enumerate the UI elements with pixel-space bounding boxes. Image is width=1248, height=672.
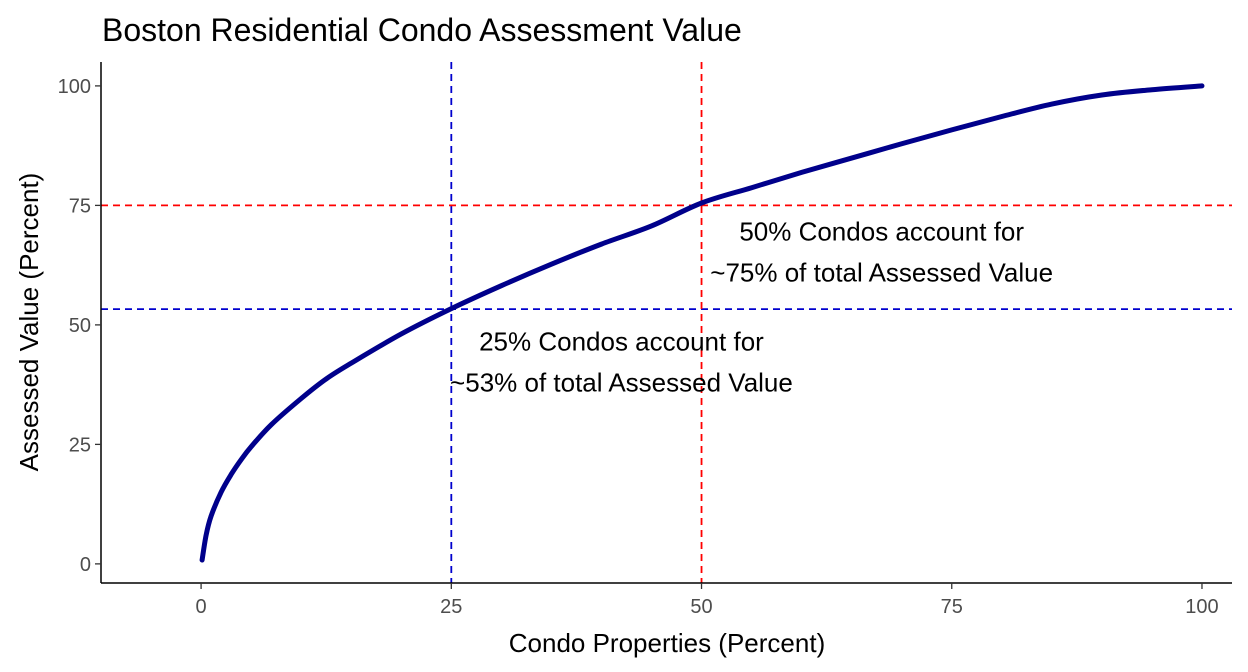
annotations: 50% Condos account for ~75% of total Asse… [450,217,1053,398]
y-tick-label: 25 [69,434,91,456]
y-tick-label: 0 [80,554,91,576]
x-ticks: 0 25 50 75 100 [196,583,1219,618]
y-ticks: 0 25 50 75 100 [58,76,101,576]
y-tick-label: 75 [69,195,91,217]
series-line [199,83,1205,563]
annotation-1-line-0: 25% Condos account for [479,327,764,357]
y-tick-label: 100 [58,76,91,98]
x-tick-label: 100 [1185,596,1218,618]
x-tick-label: 75 [941,596,963,618]
chart-title: Boston Residential Condo Assessment Valu… [102,12,742,48]
x-tick-label: 25 [440,596,462,618]
x-tick-label: 50 [690,596,712,618]
x-tick-label: 0 [196,596,207,618]
annotation-0-line-0: 50% Condos account for [739,217,1024,247]
y-tick-label: 50 [69,315,91,337]
annotation-1-line-1: ~53% of total Assessed Value [450,368,793,398]
reference-lines [101,62,1232,583]
x-axis-title: Condo Properties (Percent) [509,628,825,658]
annotation-0-line-1: ~75% of total Assessed Value [710,258,1053,288]
y-axis-title: Assessed Value (Percent) [14,173,44,472]
